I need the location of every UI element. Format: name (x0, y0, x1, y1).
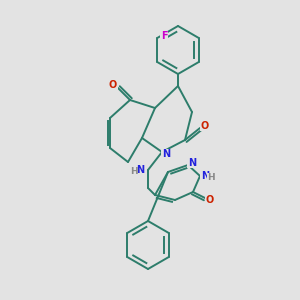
Text: N: N (136, 165, 144, 175)
Text: N: N (188, 158, 196, 168)
Text: O: O (201, 121, 209, 131)
Text: F: F (161, 31, 167, 41)
Text: N: N (162, 149, 170, 159)
Text: H: H (130, 167, 138, 176)
Text: H: H (207, 173, 215, 182)
Text: N: N (201, 171, 209, 181)
Text: O: O (109, 80, 117, 90)
Text: O: O (206, 195, 214, 205)
